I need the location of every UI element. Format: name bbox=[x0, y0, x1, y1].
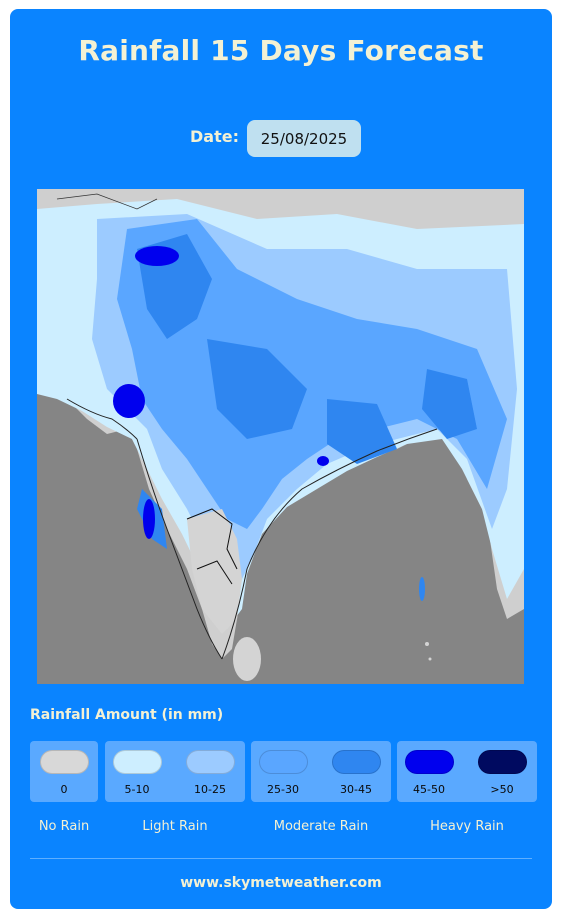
legend-group-no-rain: 0 bbox=[30, 741, 98, 802]
page-title: Rainfall 15 Days Forecast bbox=[78, 34, 484, 67]
legend-category-light-rain: Light Rain bbox=[142, 819, 208, 834]
legend-swatch bbox=[332, 750, 381, 774]
legend-item-label: 5-10 bbox=[124, 783, 150, 796]
rainfall-map bbox=[37, 189, 524, 684]
legend-group-moderate-rain: 25-30 30-45 bbox=[251, 741, 391, 802]
legend-item: >50 bbox=[472, 741, 532, 802]
date-label: Date: bbox=[190, 127, 239, 146]
footer-link[interactable]: www.skymetweather.com bbox=[180, 875, 382, 891]
legend-item-label: 10-25 bbox=[194, 783, 226, 796]
legend-category-moderate-rain: Moderate Rain bbox=[273, 819, 369, 834]
date-input[interactable]: 25/08/2025 bbox=[247, 120, 361, 157]
legend-swatch bbox=[40, 750, 89, 774]
legend-group-light-rain: 5-10 10-25 bbox=[105, 741, 245, 802]
rainfall-map-image bbox=[37, 189, 524, 684]
legend-item: 45-50 bbox=[399, 741, 459, 802]
legend-title: Rainfall Amount (in mm) bbox=[30, 707, 224, 723]
legend-item-label: 25-30 bbox=[267, 783, 299, 796]
legend-category-heavy-rain: Heavy Rain bbox=[430, 819, 504, 834]
legend-item: 25-30 bbox=[253, 741, 313, 802]
legend-item-label: 0 bbox=[60, 783, 68, 796]
date-row: Date: 25/08/2025 bbox=[10, 119, 552, 159]
legend-swatch bbox=[186, 750, 235, 774]
legend-item: 0 bbox=[34, 741, 94, 802]
legend-category-no-rain: No Rain bbox=[38, 819, 90, 834]
legend-item-label: >50 bbox=[490, 783, 514, 796]
legend-swatch bbox=[259, 750, 308, 774]
legend-swatch bbox=[478, 750, 527, 774]
legend-item: 5-10 bbox=[107, 741, 167, 802]
legend-group-heavy-rain: 45-50 >50 bbox=[397, 741, 537, 802]
legend-swatch bbox=[405, 750, 454, 774]
legend-item-label: 45-50 bbox=[413, 783, 445, 796]
legend-item-label: 30-45 bbox=[340, 783, 372, 796]
forecast-card: Rainfall 15 Days Forecast Date: 25/08/20… bbox=[10, 9, 552, 909]
legend-swatch bbox=[113, 750, 162, 774]
legend-item: 30-45 bbox=[326, 741, 386, 802]
footer-divider bbox=[30, 858, 532, 859]
legend-item: 10-25 bbox=[180, 741, 240, 802]
